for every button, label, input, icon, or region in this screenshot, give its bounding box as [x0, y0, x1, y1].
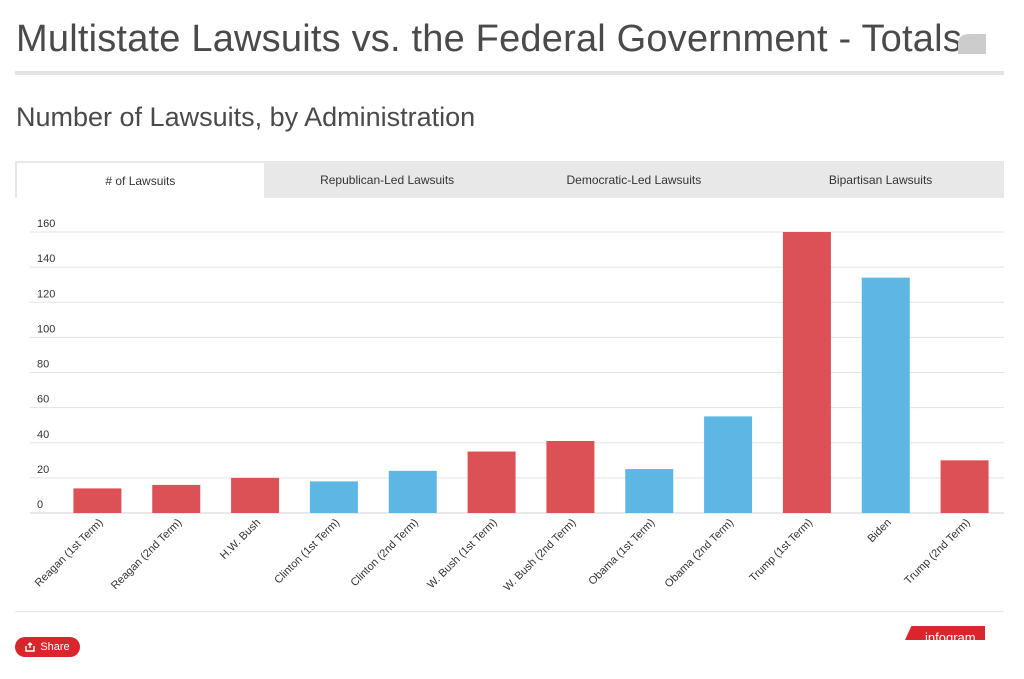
infogram-badge[interactable]: infogram: [905, 626, 985, 640]
brand-text: infogram: [925, 630, 976, 640]
bar-chart: 0 20 40 60 80 100 120 140 160 Reagan (1st Term) Re…: [30, 218, 1004, 594]
x-tick-label: Biden: [865, 517, 893, 545]
y-tick-label: 100: [37, 323, 55, 335]
logo-icon: [958, 34, 986, 54]
bar[interactable]: [388, 470, 437, 513]
x-tick-label: Trump (2nd Term): [902, 517, 972, 587]
bar[interactable]: [546, 440, 595, 513]
y-tick-label: 80: [37, 359, 49, 371]
bar[interactable]: [309, 481, 358, 513]
footer-divider: [15, 611, 1004, 612]
x-tick-label: Clinton (2nd Term): [349, 517, 421, 589]
y-tick-label: 40: [37, 429, 49, 441]
bar[interactable]: [861, 277, 910, 513]
tab-democratic-led-lawsuits[interactable]: Democratic-Led Lawsuits: [566, 172, 702, 187]
x-tick-label: Trump (1st Term): [747, 517, 815, 585]
tab-republican-led-lawsuits[interactable]: Republican-Led Lawsuits: [320, 172, 455, 187]
share-button[interactable]: Share: [15, 637, 80, 657]
y-tick-label: 0: [37, 499, 43, 511]
page-title: Multistate Lawsuits vs. the Federal Gove…: [16, 18, 962, 60]
bar[interactable]: [782, 232, 831, 513]
x-tick-label: Obama (2nd Term): [663, 517, 737, 591]
x-tick-label: Reagan (1st Term): [33, 517, 106, 590]
tab-bipartisan-lawsuits[interactable]: Bipartisan Lawsuits: [828, 172, 933, 187]
x-tick-label: Clinton (1st Term): [272, 517, 342, 587]
x-tick-label: Reagan (2nd Term): [109, 517, 184, 592]
title-divider: [15, 71, 1004, 75]
bar[interactable]: [467, 451, 516, 513]
x-tick-label: H.W. Bush: [218, 517, 263, 562]
bar[interactable]: [625, 469, 674, 513]
y-tick-label: 120: [37, 288, 55, 300]
x-tick-label: W. Bush (1st Term): [425, 517, 499, 591]
bar[interactable]: [940, 460, 989, 513]
chart-tabs: # of Lawsuits Republican-Led Lawsuits De…: [15, 161, 1004, 198]
y-tick-label: 20: [37, 464, 49, 476]
bar[interactable]: [231, 477, 280, 513]
chart-heading: Number of Lawsuits, by Administration: [16, 102, 476, 132]
tab-number-of-lawsuits[interactable]: # of Lawsuits: [15, 161, 264, 198]
x-tick-label: W. Bush (2nd Term): [501, 517, 578, 594]
x-tick-label: Obama (1st Term): [586, 517, 657, 588]
bar[interactable]: [152, 484, 201, 513]
bar[interactable]: [73, 488, 122, 513]
y-tick-label: 160: [37, 218, 55, 230]
share-icon: [25, 642, 36, 652]
y-tick-label: 140: [37, 253, 55, 265]
bar[interactable]: [704, 416, 753, 513]
y-tick-label: 60: [37, 394, 49, 406]
share-label: Share: [40, 641, 70, 653]
